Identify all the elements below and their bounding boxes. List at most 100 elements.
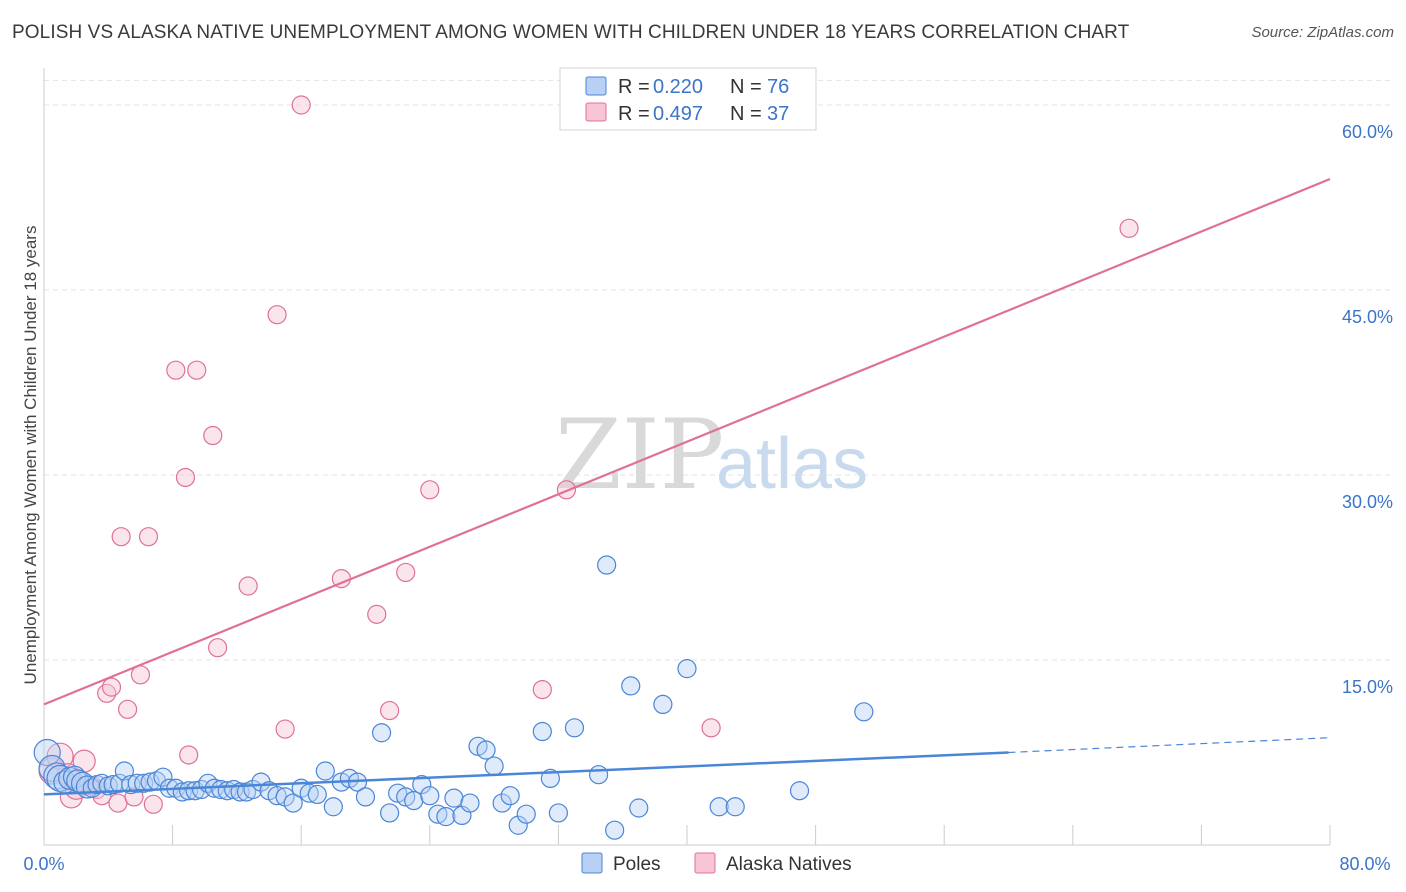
poles-point [677, 659, 697, 679]
poles-point [854, 702, 874, 722]
poles-point [629, 798, 649, 818]
poles-point [153, 767, 173, 787]
poles-point [140, 772, 160, 792]
bottom-legend-alaska-swatch [694, 852, 716, 874]
bottom-legend: Poles Alaska Natives [581, 852, 852, 875]
poles-trend-extension [1008, 737, 1331, 754]
bottom-legend-poles-label: Poles [613, 854, 661, 875]
poles-point [420, 786, 440, 806]
poles-points [33, 555, 874, 840]
poles-point [412, 774, 432, 795]
watermark-zip: ZIP [555, 399, 724, 511]
poles-point [597, 555, 617, 575]
alaska-natives-point [138, 527, 159, 547]
alaska-natives-point [175, 467, 196, 488]
x-tick-label-min: 0.0% [23, 854, 64, 874]
legend-poles-swatch [585, 76, 607, 96]
alaska-natives-point [166, 360, 186, 380]
x-axis-ticks [43, 825, 1331, 845]
poles-point [460, 793, 480, 813]
source-credit: Source: ZipAtlas.com [1251, 24, 1394, 41]
legend-poles-r-value: 0.220 [653, 76, 703, 98]
poles-point [532, 721, 552, 742]
legend-poles-r-label: R = [618, 76, 650, 98]
poles-point [540, 768, 560, 789]
poles-point [380, 803, 400, 823]
poles-point [621, 676, 641, 696]
poles-point [299, 783, 319, 803]
alaska-natives-point [143, 794, 163, 814]
legend-alaska-r-value: 0.497 [653, 103, 703, 125]
alaska-natives-point [267, 305, 287, 325]
poles-point [492, 793, 512, 813]
bottom-legend-poles-swatch [581, 852, 603, 874]
chart-title: POLISH VS ALASKA NATIVE UNEMPLOYMENT AMO… [12, 22, 1130, 43]
poles-point [404, 790, 424, 811]
trend-lines [43, 177, 1331, 796]
legend-alaska-n-value: 37 [767, 103, 789, 125]
poles-point [500, 786, 520, 806]
poles-point [283, 793, 303, 813]
poles-point [484, 756, 504, 776]
alaska-natives-point [238, 576, 258, 596]
poles-point [267, 786, 287, 806]
alaska-natives-trend-line [43, 177, 1331, 706]
poles-point [371, 723, 392, 743]
poles-point [62, 765, 87, 789]
legend-alaska-n-label: N = [730, 103, 762, 125]
alaska-natives-point [380, 700, 400, 721]
x-tick-label-max: 80.0% [1339, 854, 1390, 874]
alaska-natives-point [108, 793, 128, 813]
y-tick-label: 15.0% [1342, 677, 1393, 697]
y-axis-label: Unemployment Among Women with Children U… [21, 226, 40, 685]
legend: R = 0.220 N = 76 R = 0.497 N = 37 [559, 67, 817, 131]
poles-trend-line [43, 751, 1009, 796]
poles-point [548, 803, 569, 823]
legend-poles-n-value: 76 [767, 76, 789, 98]
legend-alaska-r-label: R = [618, 103, 650, 125]
poles-point [725, 797, 745, 817]
poles-point [709, 797, 729, 817]
watermark-atlas: atlas [716, 424, 868, 504]
alaska-natives-point [532, 679, 552, 700]
poles-point [428, 804, 448, 824]
legend-alaska-swatch [585, 102, 607, 122]
poles-point [315, 761, 335, 781]
bottom-legend-alaska-label: Alaska Natives [726, 854, 852, 875]
alaska-natives-point [111, 527, 131, 547]
poles-point [605, 820, 625, 840]
poles-point [564, 718, 585, 738]
poles-point [789, 781, 810, 801]
y-tick-label: 45.0% [1342, 307, 1393, 327]
poles-point [508, 815, 528, 835]
alaska-natives-point [117, 699, 138, 719]
poles-point [355, 787, 376, 807]
alaska-natives-point [291, 95, 311, 115]
alaska-natives-point [396, 562, 416, 583]
poles-point [444, 788, 464, 808]
alaska-natives-point [275, 719, 295, 739]
poles-point [307, 784, 327, 805]
alaska-natives-point [208, 638, 228, 658]
gridlines [44, 79, 1394, 661]
y-tick-labels: 15.0% 30.0% 45.0% 60.0% [1342, 122, 1393, 697]
alaska-natives-point [179, 745, 199, 765]
poles-point [33, 738, 61, 767]
alaska-natives-point [1119, 218, 1139, 238]
alaska-natives-point [367, 604, 387, 624]
poles-point [516, 804, 536, 824]
poles-point [653, 694, 673, 715]
alaska-natives-point [187, 360, 207, 380]
y-tick-label: 30.0% [1342, 492, 1393, 512]
alaska-natives-point [701, 718, 721, 738]
alaska-natives-point [101, 677, 122, 697]
poles-point [588, 765, 609, 785]
y-tick-label: 60.0% [1342, 122, 1393, 142]
poles-point [323, 797, 343, 817]
poles-point [436, 807, 456, 827]
legend-poles-n-label: N = [730, 76, 762, 98]
alaska-natives-point [203, 425, 223, 446]
alaska-natives-point [420, 480, 440, 500]
poles-point [476, 740, 496, 760]
